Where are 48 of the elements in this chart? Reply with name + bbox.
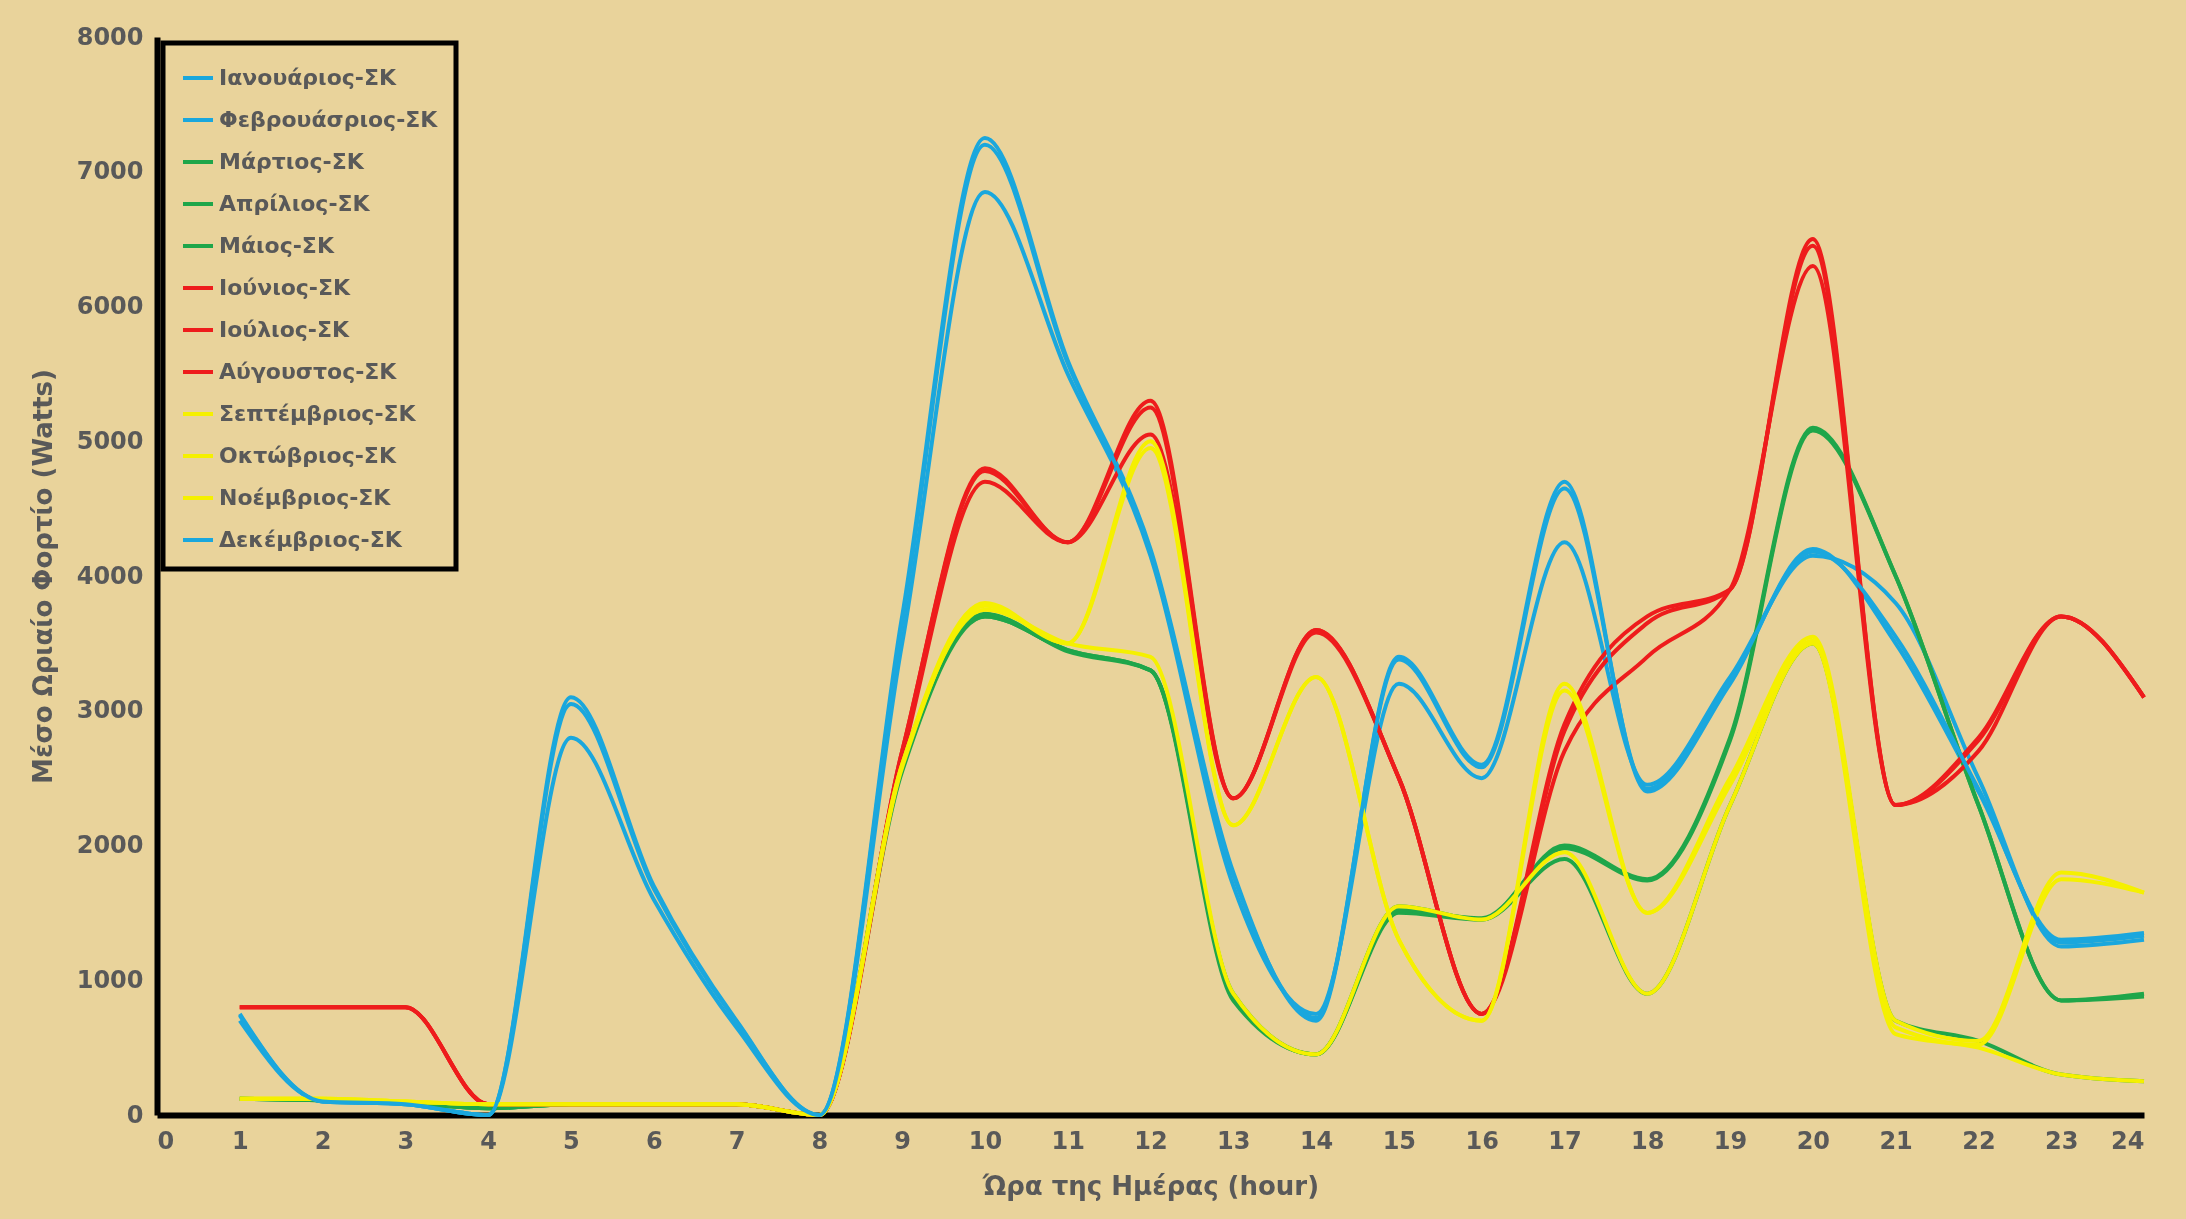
y-tick-label: 2000 [76,831,144,859]
legend-label: Δεκέμβριος-ΣΚ [219,527,403,552]
legend-label: Μάιος-ΣΚ [219,233,335,258]
x-tick-label: 15 [1382,1126,1417,1155]
x-tick-label: 19 [1713,1126,1748,1155]
legend-label: Οκτώβριος-ΣΚ [219,443,397,468]
x-tick-label: 23 [2045,1126,2079,1155]
x-tick-label: 22 [1962,1126,1996,1155]
x-tick-label: 13 [1217,1126,1251,1155]
y-tick-label: 1000 [76,965,144,994]
legend-label: Αύγουστος-ΣΚ [219,359,398,384]
x-tick-label: 2 [314,1126,332,1155]
y-tick-label: 6000 [76,292,144,320]
x-tick-label: 10 [968,1126,1003,1155]
legend-label: Μάρτιος-ΣΚ [219,149,365,174]
y-tick-label: 4000 [76,561,144,590]
legend-label: Απρίλιος-ΣΚ [219,191,371,216]
y-tick-label: 7000 [76,157,144,186]
legend-label: Σεπτέμβριος-ΣΚ [219,401,417,426]
x-axis-title: Ώρα της Ημέρας (hour) [981,1170,1320,1201]
y-tick-label: 3000 [76,696,144,725]
x-tick-label: 9 [894,1126,911,1155]
x-tick-label: 24 [2111,1126,2145,1155]
x-tick-label: 0 [157,1126,175,1155]
y-tick-label: 5000 [76,426,144,455]
legend-label: Νοέμβριος-ΣΚ [219,485,392,510]
legend-label: Ιούλιος-ΣΚ [219,317,350,342]
x-tick-label: 16 [1465,1126,1499,1155]
x-tick-label: 1 [231,1126,249,1155]
legend-label: Φεβρουάσριος-ΣΚ [219,107,439,132]
x-tick-label: 12 [1134,1126,1168,1155]
y-tick-label: 0 [126,1100,144,1129]
x-tick-label: 20 [1796,1126,1831,1155]
x-tick-label: 21 [1879,1126,1913,1155]
x-tick-label: 18 [1631,1126,1665,1155]
x-tick-label: 3 [397,1126,415,1155]
legend-label: Ιανουάριος-ΣΚ [219,65,397,90]
x-tick-label: 4 [480,1126,498,1155]
x-tick-label: 8 [811,1126,829,1155]
y-tick-label: 8000 [76,22,144,51]
legend-label: Ιούνιος-ΣΚ [219,275,352,300]
x-tick-label: 17 [1548,1126,1582,1155]
y-axis-title: Μέσο Ωριαίο Φορτίο (Watts) [27,369,58,784]
x-tick-label: 14 [1299,1126,1334,1155]
x-tick-label: 7 [728,1126,746,1155]
x-tick-label: 5 [563,1126,580,1155]
x-tick-label: 11 [1051,1126,1085,1155]
x-tick-label: 6 [645,1126,663,1155]
